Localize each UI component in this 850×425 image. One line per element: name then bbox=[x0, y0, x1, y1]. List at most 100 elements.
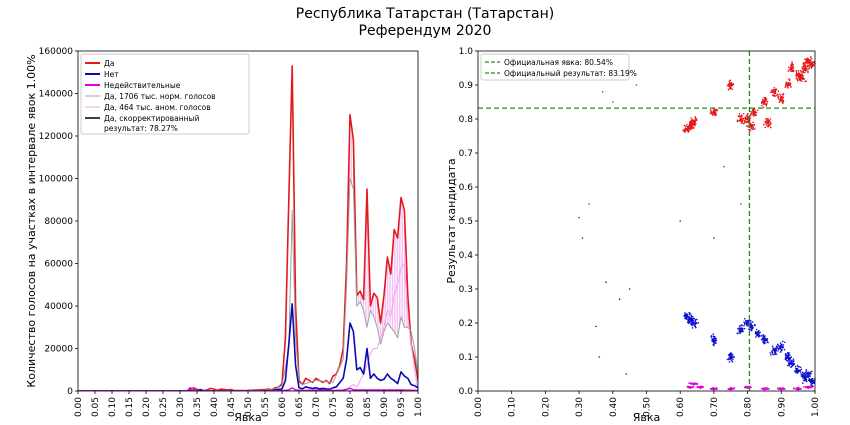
scatter-point bbox=[753, 115, 755, 117]
scatter-point bbox=[784, 341, 786, 344]
scatter-point bbox=[601, 91, 604, 93]
left-xtick-label: 0.90 bbox=[380, 397, 390, 417]
scatter-point bbox=[780, 97, 783, 100]
scatter-point bbox=[777, 350, 779, 352]
scatter-point bbox=[774, 353, 776, 356]
scatter-point bbox=[729, 83, 733, 87]
scatter-point bbox=[766, 339, 769, 342]
left-xtick-label: 0.10 bbox=[108, 397, 118, 417]
left-xtick-label: 0.85 bbox=[363, 397, 373, 417]
scatter-point bbox=[780, 344, 782, 346]
scatter-point bbox=[729, 388, 733, 391]
scatter-point bbox=[697, 386, 699, 388]
scatter-point bbox=[739, 120, 742, 122]
scatter-point bbox=[699, 386, 702, 389]
scatter-point bbox=[686, 124, 688, 126]
left-legend-box bbox=[80, 53, 250, 135]
scatter-point bbox=[788, 66, 790, 69]
scatter-point bbox=[747, 320, 750, 323]
scatter-point bbox=[766, 338, 769, 340]
scatter-point bbox=[809, 63, 811, 66]
scatter-point bbox=[810, 370, 813, 373]
scatter-point bbox=[746, 117, 749, 121]
scatter-point bbox=[810, 61, 812, 64]
scatter-point bbox=[776, 347, 779, 349]
scatter-point bbox=[753, 123, 756, 126]
legend-label: Нет bbox=[104, 70, 119, 79]
right-ytick-label: 0.7 bbox=[459, 149, 473, 159]
scatter-point bbox=[763, 338, 766, 342]
scatter-point bbox=[796, 388, 800, 391]
scatter-point bbox=[769, 352, 772, 354]
left-xtick-label: 1.00 bbox=[414, 397, 424, 417]
scatter-point bbox=[802, 71, 805, 74]
scatter-point bbox=[715, 109, 718, 112]
right-y-axis-label: Результат кандидата bbox=[445, 158, 458, 283]
scatter-point bbox=[782, 346, 785, 348]
scatter-point bbox=[771, 91, 774, 93]
scatter-point bbox=[782, 99, 784, 102]
scatter-point bbox=[738, 325, 741, 327]
scatter-point bbox=[770, 89, 773, 92]
scatter-point bbox=[781, 95, 783, 98]
scatter-point bbox=[679, 220, 681, 222]
figure-title-line1: Республика Татарстан (Татарстан) bbox=[295, 6, 555, 22]
right-legend-box bbox=[480, 53, 630, 81]
scatter-point bbox=[796, 369, 800, 372]
scatter-point bbox=[710, 388, 713, 390]
scatter-point bbox=[686, 385, 689, 388]
scatter-point bbox=[788, 78, 791, 81]
scatter-point bbox=[790, 66, 793, 70]
scatter-point bbox=[799, 387, 801, 390]
scatter-point bbox=[690, 382, 692, 384]
scatter-point bbox=[803, 66, 807, 70]
scatter-point bbox=[771, 352, 774, 355]
scatter-point bbox=[791, 70, 793, 73]
scatter-point bbox=[760, 387, 763, 390]
scatter-point bbox=[789, 82, 792, 85]
scatter-point bbox=[750, 110, 752, 113]
scatter-point bbox=[789, 70, 792, 72]
scatter-point bbox=[755, 336, 757, 338]
scatter-point bbox=[811, 377, 814, 380]
right-ytick-label: 0.8 bbox=[459, 115, 474, 125]
scatter-point bbox=[739, 331, 742, 333]
scatter-point bbox=[766, 100, 769, 103]
scatter-point bbox=[728, 361, 731, 363]
scatter-point bbox=[745, 125, 748, 127]
scatter-point bbox=[800, 80, 803, 82]
scatter-point bbox=[779, 93, 781, 95]
left-xtick-label: 0.60 bbox=[278, 397, 288, 417]
scatter-point bbox=[763, 335, 766, 338]
scatter-point bbox=[695, 118, 698, 120]
scatter-point bbox=[798, 79, 801, 81]
scatter-point bbox=[693, 317, 696, 320]
scatter-point bbox=[581, 237, 584, 239]
scatter-point bbox=[777, 98, 780, 100]
scatter-point bbox=[690, 117, 692, 119]
scatter-point bbox=[805, 378, 807, 380]
scatter-point bbox=[784, 84, 787, 87]
scatter-point bbox=[787, 362, 790, 365]
scatter-point bbox=[729, 355, 733, 359]
scatter-point bbox=[780, 345, 783, 349]
scatter-point bbox=[742, 112, 745, 115]
scatter-point bbox=[695, 119, 698, 122]
scatter-point bbox=[751, 113, 753, 116]
scatter-point bbox=[743, 120, 746, 123]
scatter-point bbox=[747, 112, 749, 115]
scatter-point bbox=[749, 124, 753, 128]
scatter-point bbox=[807, 379, 810, 382]
series-line-3 bbox=[78, 263, 418, 391]
right-x-axis-label: Явка bbox=[633, 411, 661, 424]
scatter-point bbox=[728, 80, 731, 83]
scatter-point bbox=[749, 129, 752, 132]
scatter-point bbox=[759, 331, 761, 334]
scatter-point bbox=[805, 380, 808, 383]
scatter-point bbox=[772, 94, 774, 97]
scatter-point bbox=[762, 106, 765, 109]
scatter-point bbox=[713, 341, 716, 343]
scatter-point bbox=[768, 119, 770, 122]
scatter-point bbox=[809, 386, 812, 389]
scatter-point bbox=[588, 203, 591, 205]
